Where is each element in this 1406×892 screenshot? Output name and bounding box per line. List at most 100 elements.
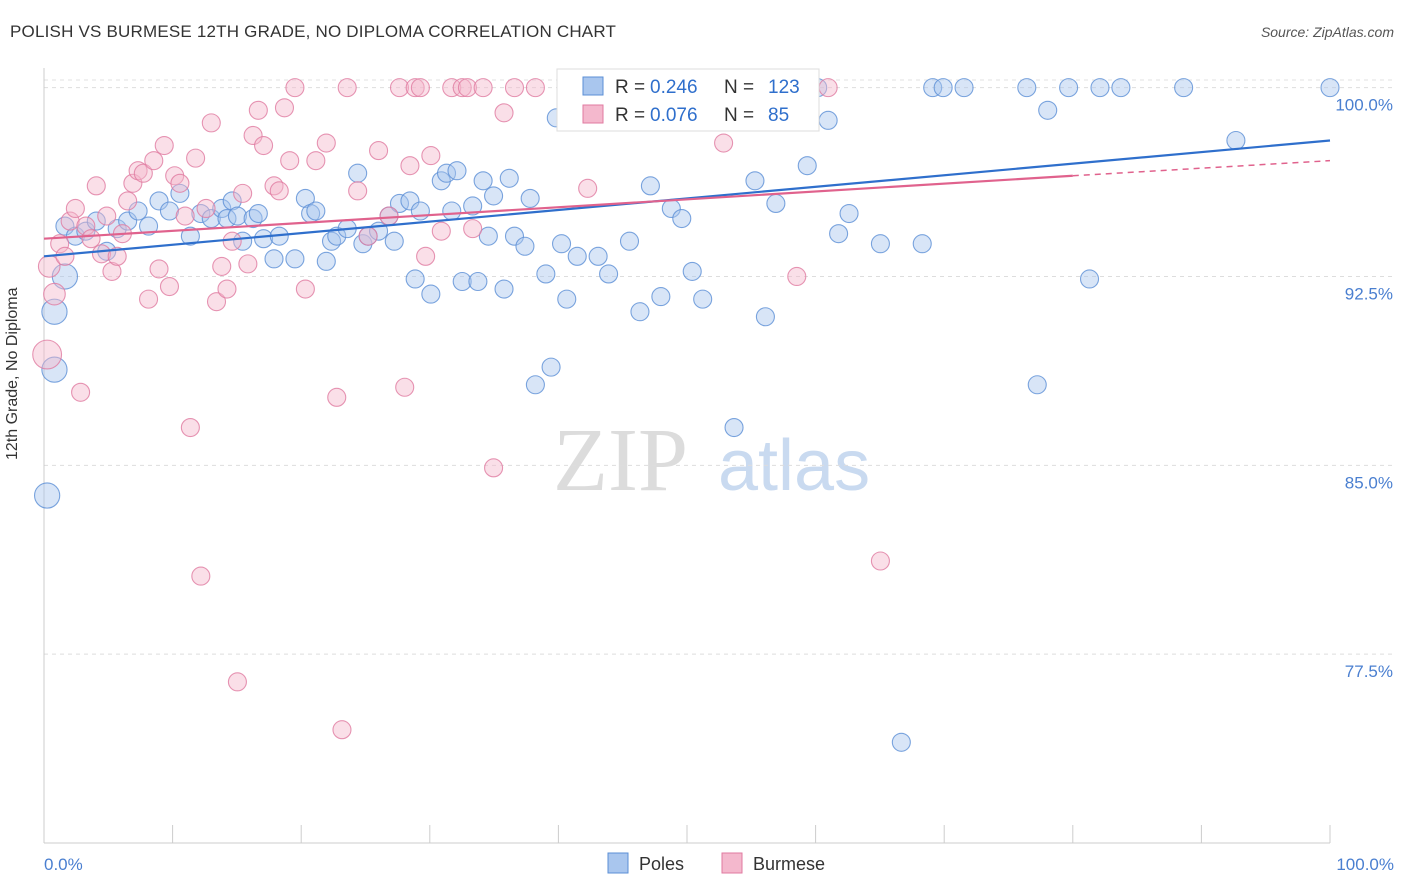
data-point-burmese bbox=[107, 246, 127, 266]
data-point-poles bbox=[755, 307, 775, 327]
data-point-poles bbox=[285, 249, 305, 269]
data-point-burmese bbox=[431, 221, 451, 241]
x-tick-label: 100.0% bbox=[1336, 855, 1394, 874]
data-point-poles bbox=[1174, 78, 1194, 98]
data-point-poles bbox=[55, 216, 75, 236]
data-point-burmese bbox=[123, 173, 143, 193]
data-point-burmese bbox=[201, 113, 221, 133]
data-point-poles bbox=[870, 234, 890, 254]
data-point-poles bbox=[515, 236, 535, 256]
data-point-poles bbox=[421, 284, 441, 304]
legend-swatch-poles bbox=[582, 76, 604, 96]
data-point-burmese bbox=[222, 231, 242, 251]
source-label: Source: ZipAtlas.com bbox=[1260, 24, 1394, 40]
data-point-poles bbox=[327, 226, 347, 246]
data-point-poles bbox=[316, 251, 336, 271]
data-point-burmese bbox=[316, 133, 336, 153]
data-point-poles bbox=[525, 375, 545, 395]
data-point-burmese bbox=[133, 163, 153, 183]
data-point-poles bbox=[891, 732, 911, 752]
data-point-poles bbox=[1090, 78, 1110, 98]
data-point-poles bbox=[1038, 100, 1058, 120]
data-point-burmese bbox=[206, 292, 227, 312]
data-point-poles bbox=[933, 78, 953, 98]
data-point-burmese bbox=[118, 191, 138, 211]
data-point-poles bbox=[191, 203, 211, 224]
bottom-legend-label-burmese: Burmese bbox=[753, 854, 825, 874]
data-point-burmese bbox=[379, 206, 399, 226]
data-point-burmese bbox=[578, 178, 598, 198]
data-point-poles bbox=[954, 78, 974, 98]
data-point-poles bbox=[452, 271, 472, 292]
data-point-burmese bbox=[442, 78, 462, 98]
data-point-burmese bbox=[452, 78, 472, 98]
data-point-burmese bbox=[818, 78, 838, 98]
data-point-poles bbox=[254, 229, 274, 249]
data-point-poles bbox=[797, 156, 817, 176]
data-point-burmese bbox=[91, 244, 112, 264]
data-point-poles bbox=[248, 203, 268, 224]
data-point-burmese bbox=[159, 276, 180, 297]
data-point-burmese bbox=[227, 672, 247, 692]
data-point-poles bbox=[1017, 78, 1037, 98]
data-point-burmese bbox=[128, 161, 148, 181]
data-point-poles bbox=[504, 226, 525, 246]
data-point-poles bbox=[41, 298, 68, 325]
data-point-poles bbox=[599, 264, 619, 284]
data-point-burmese bbox=[410, 78, 430, 98]
watermark-atlas: atlas bbox=[718, 426, 870, 506]
bottom-legend-label-poles: Poles bbox=[639, 854, 684, 874]
data-point-poles bbox=[264, 249, 284, 269]
legend-r-value: 0.076 bbox=[650, 105, 698, 126]
data-point-poles bbox=[227, 206, 247, 226]
data-point-poles bbox=[588, 246, 608, 266]
legend-n-value: 123 bbox=[768, 77, 800, 98]
legend-n-value: 85 bbox=[768, 105, 789, 126]
data-point-burmese bbox=[473, 78, 493, 98]
data-point-burmese bbox=[348, 181, 368, 201]
data-point-poles bbox=[818, 110, 838, 130]
data-point-burmese bbox=[714, 133, 734, 153]
data-point-poles bbox=[410, 201, 430, 221]
data-point-poles bbox=[494, 279, 514, 299]
data-point-burmese bbox=[416, 246, 436, 266]
data-point-burmese bbox=[400, 156, 420, 176]
data-point-poles bbox=[118, 211, 138, 231]
data-point-poles bbox=[348, 163, 368, 183]
data-point-poles bbox=[1320, 78, 1340, 98]
data-point-poles bbox=[295, 188, 315, 208]
data-point-poles bbox=[745, 171, 765, 191]
data-point-poles bbox=[499, 168, 519, 188]
data-point-burmese bbox=[264, 176, 284, 196]
data-point-burmese bbox=[175, 206, 195, 226]
data-point-poles bbox=[693, 289, 713, 309]
data-point-burmese bbox=[81, 229, 101, 249]
data-point-poles bbox=[567, 246, 587, 266]
data-point-poles bbox=[233, 231, 253, 251]
data-point-burmese bbox=[32, 339, 63, 370]
data-point-burmese bbox=[243, 125, 263, 146]
data-point-poles bbox=[212, 198, 232, 219]
data-point-poles bbox=[912, 234, 932, 254]
data-point-burmese bbox=[337, 78, 357, 98]
data-point-poles bbox=[682, 261, 702, 281]
data-point-burmese bbox=[180, 417, 200, 438]
watermark-zip: ZIP bbox=[553, 411, 688, 510]
data-point-poles bbox=[86, 211, 106, 231]
data-point-poles bbox=[468, 271, 488, 292]
data-point-poles bbox=[478, 226, 498, 246]
data-point-poles bbox=[473, 171, 493, 191]
data-point-poles bbox=[180, 226, 200, 246]
data-point-poles bbox=[1079, 269, 1100, 289]
y-tick-label: 85.0% bbox=[1345, 473, 1393, 492]
data-point-poles bbox=[1059, 78, 1079, 98]
data-point-poles bbox=[766, 193, 786, 213]
bottom-legend-swatch-poles bbox=[607, 852, 629, 874]
y-tick-label: 92.5% bbox=[1345, 284, 1393, 303]
data-point-poles bbox=[1226, 130, 1246, 151]
data-point-poles bbox=[839, 203, 859, 224]
data-point-burmese bbox=[71, 382, 91, 402]
trendline-extension-burmese bbox=[1072, 159, 1331, 177]
data-point-burmese bbox=[233, 183, 253, 203]
